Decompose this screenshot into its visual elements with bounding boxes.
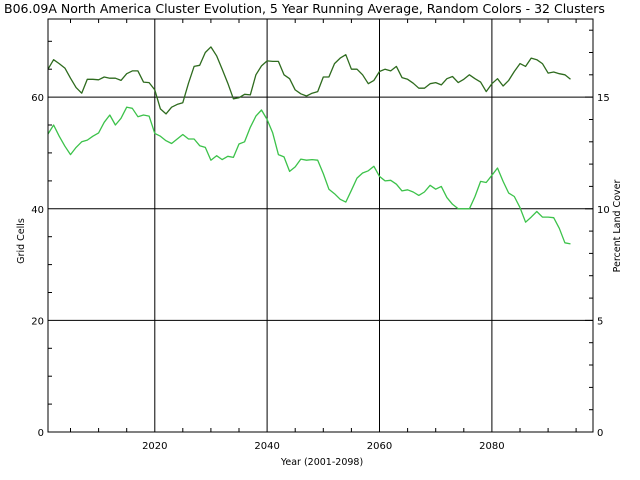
- y2-axis-label: Percent Land Cover: [612, 180, 623, 273]
- chart-title: B06.09A North America Cluster Evolution,…: [4, 1, 605, 16]
- y-tick-label: 40: [31, 205, 44, 216]
- series-line-2: [47, 106, 571, 245]
- series-line-1: [47, 46, 571, 115]
- y2-tick-label: 15: [597, 93, 610, 104]
- y-tick-label: 0: [38, 428, 44, 439]
- y2-tick-label: 0: [597, 428, 603, 439]
- x-tick-label: 2040: [254, 441, 279, 452]
- grid-lines: [48, 19, 593, 432]
- x-tick-label: 2060: [367, 441, 392, 452]
- x-tick-label: 2020: [142, 441, 167, 452]
- y2-tick-label: 10: [597, 205, 610, 216]
- y2-tick-label: 5: [597, 316, 603, 327]
- plot-frame: [47, 18, 594, 433]
- y-tick-label: 60: [31, 93, 44, 104]
- x-tick-label: 2080: [479, 441, 504, 452]
- x-axis-label: Year (2001-2098): [280, 457, 363, 468]
- y-axis-label: Grid Cells: [16, 218, 27, 264]
- series-layer: [47, 46, 571, 245]
- y-tick-label: 20: [31, 316, 44, 327]
